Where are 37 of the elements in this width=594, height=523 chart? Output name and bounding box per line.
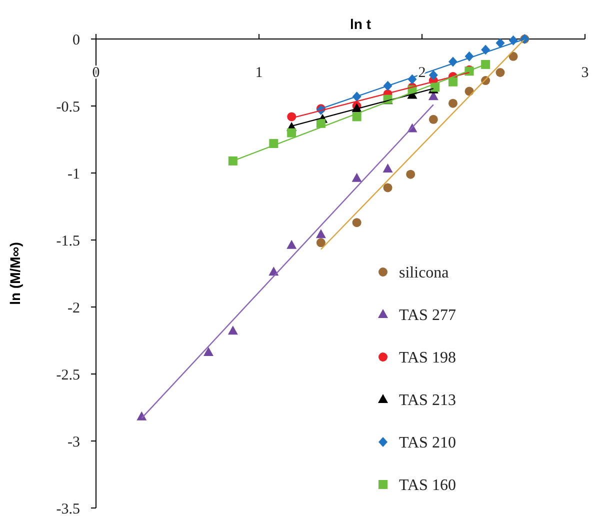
point (481, 60, 490, 69)
y-tick-label: 0 (72, 32, 80, 48)
point (428, 114, 438, 124)
legend-label: TAS 160 (399, 477, 456, 494)
point (316, 238, 326, 248)
y-tick-label: -1.5 (56, 233, 80, 250)
point (228, 326, 238, 335)
legend-label: silicona (399, 264, 449, 282)
point (383, 183, 392, 192)
legend-label: TAS 198 (399, 350, 456, 367)
point (352, 172, 362, 182)
point (428, 70, 438, 80)
point (406, 170, 416, 179)
point (287, 128, 296, 138)
y-tick-label: -2 (68, 300, 80, 316)
x-axis-title: ln t (350, 16, 372, 32)
y-tick-label: -2.5 (56, 367, 80, 384)
legend-label: TAS 277 (399, 307, 456, 324)
y-tick-label: -0.5 (56, 99, 80, 116)
point (496, 38, 505, 48)
point (448, 98, 458, 108)
legend-label: TAS 210 (399, 434, 456, 452)
point (228, 156, 238, 166)
x-tick-label: 3 (581, 65, 589, 81)
y-tick-label: -3 (68, 434, 80, 450)
legend-label: TAS 213 (399, 392, 456, 410)
point (316, 229, 326, 238)
point (382, 163, 393, 172)
point (286, 240, 297, 249)
x-tick-label: 1 (255, 65, 263, 81)
y-tick-label: -1 (68, 166, 80, 182)
point (448, 77, 458, 86)
point (352, 218, 362, 228)
y-axis-title: ln (M/M∞) (7, 242, 23, 305)
point (496, 68, 505, 77)
y-tick-label: -3.5 (56, 501, 80, 518)
point (203, 347, 214, 356)
